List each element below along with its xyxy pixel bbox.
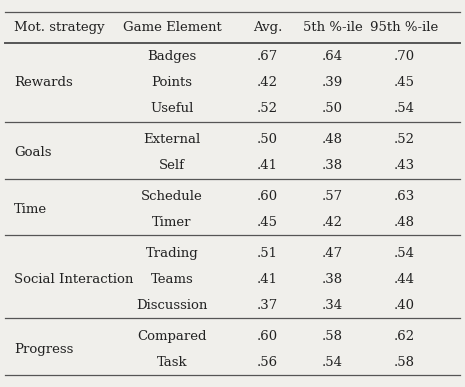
Text: .63: .63 (394, 190, 415, 203)
Text: .39: .39 (322, 76, 343, 89)
Text: Timer: Timer (153, 216, 192, 229)
Text: .62: .62 (394, 330, 415, 342)
Text: Self: Self (159, 159, 185, 172)
Text: Goals: Goals (14, 146, 52, 159)
Text: Badges: Badges (147, 50, 197, 63)
Text: Compared: Compared (137, 330, 207, 342)
Text: .48: .48 (322, 133, 343, 146)
Text: .44: .44 (394, 273, 415, 286)
Text: .56: .56 (257, 356, 278, 369)
Text: .34: .34 (322, 299, 343, 312)
Text: .54: .54 (394, 247, 415, 260)
Text: .42: .42 (257, 76, 278, 89)
Text: 5th %-ile: 5th %-ile (303, 21, 362, 34)
Text: 95th %-ile: 95th %-ile (371, 21, 438, 34)
Text: .54: .54 (322, 356, 343, 369)
Text: .70: .70 (394, 50, 415, 63)
Text: Points: Points (152, 76, 193, 89)
Text: Time: Time (14, 203, 47, 216)
Text: .38: .38 (322, 159, 343, 172)
Text: Useful: Useful (150, 102, 194, 115)
Text: Social Interaction: Social Interaction (14, 273, 133, 286)
Text: Teams: Teams (151, 273, 193, 286)
Text: .58: .58 (322, 330, 343, 342)
Text: .60: .60 (257, 330, 278, 342)
Text: Avg.: Avg. (252, 21, 282, 34)
Text: .58: .58 (394, 356, 415, 369)
Text: External: External (143, 133, 201, 146)
Text: .45: .45 (257, 216, 278, 229)
Text: .50: .50 (322, 102, 343, 115)
Text: .48: .48 (394, 216, 415, 229)
Text: .51: .51 (257, 247, 278, 260)
Text: .60: .60 (257, 190, 278, 203)
Text: Progress: Progress (14, 343, 73, 356)
Text: .50: .50 (257, 133, 278, 146)
Text: .57: .57 (322, 190, 343, 203)
Text: .38: .38 (322, 273, 343, 286)
Text: .40: .40 (394, 299, 415, 312)
Text: Mot. strategy: Mot. strategy (14, 21, 105, 34)
Text: .47: .47 (322, 247, 343, 260)
Text: .67: .67 (257, 50, 278, 63)
Text: .41: .41 (257, 159, 278, 172)
Text: .52: .52 (257, 102, 278, 115)
Text: .42: .42 (322, 216, 343, 229)
Text: .41: .41 (257, 273, 278, 286)
Text: .64: .64 (322, 50, 343, 63)
Text: Task: Task (157, 356, 187, 369)
Text: .52: .52 (394, 133, 415, 146)
Text: Game Element: Game Element (123, 21, 221, 34)
Text: Schedule: Schedule (141, 190, 203, 203)
Text: Discussion: Discussion (136, 299, 208, 312)
Text: .43: .43 (394, 159, 415, 172)
Text: .45: .45 (394, 76, 415, 89)
Text: .54: .54 (394, 102, 415, 115)
Text: Trading: Trading (146, 247, 199, 260)
Text: Rewards: Rewards (14, 76, 73, 89)
Text: .37: .37 (257, 299, 278, 312)
